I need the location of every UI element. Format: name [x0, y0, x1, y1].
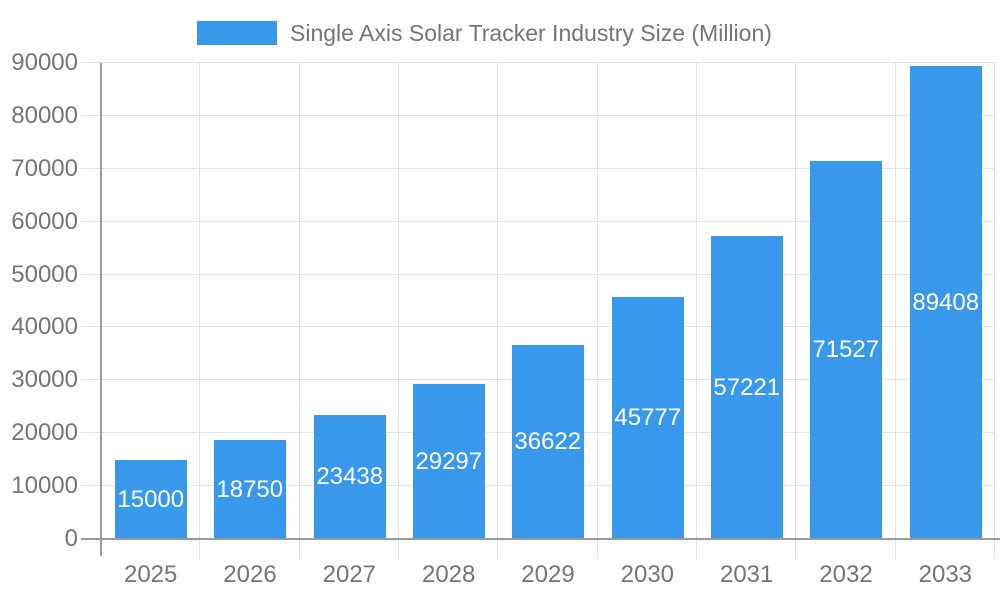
bar[interactable]: 36622	[512, 345, 584, 539]
x-tick-label: 2025	[123, 561, 178, 588]
bar-value-label: 15000	[117, 485, 185, 513]
y-tick-label: 90000	[11, 49, 78, 76]
grid-line-h	[81, 326, 995, 327]
y-tick-label: 60000	[11, 208, 78, 235]
grid-line-v	[895, 63, 896, 559]
y-tick-label: 10000	[11, 472, 78, 499]
x-tick-label: 2028	[421, 561, 476, 588]
x-tick-label: 2026	[223, 561, 277, 588]
x-tick-label: 2029	[521, 561, 575, 588]
bar[interactable]: 18750	[214, 440, 286, 539]
bar[interactable]: 57221	[711, 236, 783, 539]
grid-line-v	[199, 63, 200, 559]
bar-value-label: 18750	[216, 475, 284, 503]
y-tick-label: 0	[64, 525, 78, 552]
x-tick-label: 2030	[620, 561, 675, 588]
bar-value-label: 23438	[316, 463, 384, 490]
y-tick-label: 40000	[11, 313, 78, 340]
grid-line-v	[994, 63, 995, 559]
grid-line-v	[795, 63, 796, 559]
grid-line-h	[81, 115, 995, 116]
x-tick-label: 2031	[719, 561, 774, 588]
y-axis-line	[100, 63, 102, 556]
bar-value-label: 29297	[415, 447, 483, 475]
x-tick-label: 2027	[322, 561, 377, 588]
bar[interactable]: 71527	[810, 161, 882, 539]
x-axis-line	[81, 538, 1000, 540]
grid-line-h	[81, 274, 995, 275]
y-tick-label: 70000	[11, 155, 78, 182]
grid-line-h	[81, 62, 995, 63]
bar[interactable]: 23438	[314, 415, 386, 539]
bar[interactable]: 29297	[413, 384, 485, 539]
bar-value-label: 36622	[514, 428, 582, 455]
bar-value-label: 45777	[614, 404, 682, 431]
y-tick-label: 80000	[11, 102, 78, 129]
legend-label[interactable]: Single Axis Solar Tracker Industry Size …	[290, 20, 772, 46]
y-tick-label: 50000	[11, 261, 78, 288]
x-tick-label: 2033	[918, 561, 973, 588]
plot-area: 0 10000 20000 30000 40000 50000 60000 70000 8000…	[11, 51, 1000, 588]
bar-value-label: 57221	[713, 373, 781, 401]
legend-swatch[interactable]	[197, 21, 277, 45]
x-tick-label: 2032	[819, 561, 873, 588]
bar[interactable]: 89408	[910, 66, 982, 539]
grid-line-h	[81, 168, 995, 169]
grid-line-v	[299, 63, 300, 559]
grid-line-h	[81, 221, 995, 222]
bar[interactable]: 45777	[612, 297, 684, 539]
y-tick-label: 30000	[11, 366, 78, 393]
y-tick-label: 20000	[11, 419, 78, 446]
bar-value-label: 71527	[812, 336, 880, 363]
grid-line-v	[398, 63, 399, 559]
bar-value-label: 89408	[912, 288, 980, 316]
bar[interactable]: 15000	[115, 460, 187, 539]
grid-line-v	[497, 63, 498, 559]
grid-line-v	[696, 63, 697, 559]
grid-line-v	[597, 63, 598, 559]
